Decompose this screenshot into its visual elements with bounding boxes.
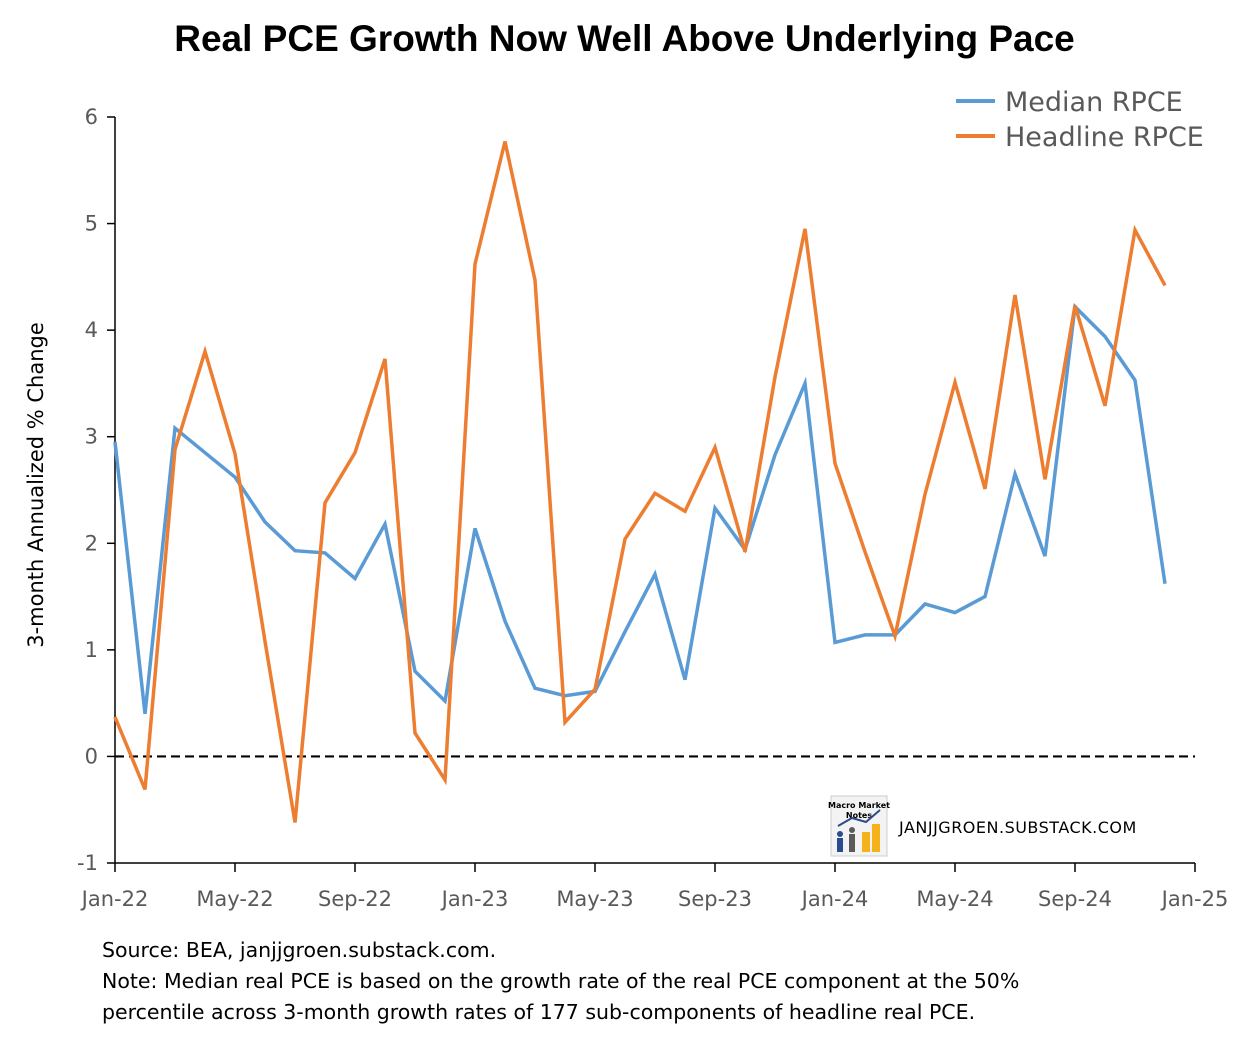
y-tick-label: 3 (85, 425, 98, 449)
x-tick-label: Jan-25 (1160, 887, 1229, 911)
x-tick-label: Sep-22 (318, 887, 392, 911)
chart-legend: Median RPCE Headline RPCE (956, 87, 1204, 153)
x-tick-label: Jan-24 (800, 887, 869, 911)
series-line-median-rpce (113, 302, 1167, 714)
chart-title: Real PCE Growth Now Well Above Underlyin… (174, 18, 1075, 59)
x-tick-label: May-22 (196, 887, 273, 911)
watermark: Macro Market Notes JANJJGROEN.SUBSTACK.C… (828, 795, 1137, 857)
watermark-text: JANJJGROEN.SUBSTACK.COM (898, 818, 1137, 837)
x-tick-label: May-23 (556, 887, 633, 911)
y-axis-label: 3-month Annualized % Change (24, 322, 48, 648)
legend-label: Headline RPCE (1005, 122, 1204, 153)
x-tick-label: Jan-22 (80, 887, 149, 911)
methodology-note-line1: Note: Median real PCE is based on the gr… (102, 969, 1020, 993)
logo-text-line2: Notes (846, 811, 872, 820)
source-note: Source: BEA, janjjgroen.substack.com. (102, 938, 497, 962)
y-tick-label: 2 (85, 531, 98, 555)
x-tick-label: May-24 (916, 887, 993, 911)
y-tick-label: 4 (85, 318, 98, 342)
logo-text-line1: Macro Market (828, 801, 890, 810)
y-tick-label: 6 (85, 105, 98, 129)
series-layer (113, 141, 1167, 823)
macro-market-notes-logo: Macro Market Notes (828, 795, 890, 857)
y-tick-label: 5 (85, 212, 98, 236)
x-tick-label: Jan-23 (440, 887, 509, 911)
y-tick-label: -1 (77, 851, 98, 875)
y-tick-label: 1 (85, 638, 98, 662)
x-tick-label: Sep-24 (1038, 887, 1112, 911)
methodology-note-line2: percentile across 3-month growth rates o… (102, 1000, 976, 1024)
line-chart: -1 0 1 2 3 4 5 6 Jan-22 May-22 Sep-22 Jan-23 May-23 S… (24, 87, 1228, 911)
series-line-headline-rpce (113, 141, 1167, 823)
footer: Source: BEA, janjjgroen.substack.com. No… (102, 935, 1222, 1028)
legend-label: Median RPCE (1005, 87, 1183, 118)
chart-axes: -1 0 1 2 3 4 5 6 Jan-22 May-22 Sep-22 Jan-23 May-23 S… (77, 105, 1228, 911)
x-tick-label: Sep-23 (678, 887, 752, 911)
y-tick-label: 0 (85, 744, 98, 768)
